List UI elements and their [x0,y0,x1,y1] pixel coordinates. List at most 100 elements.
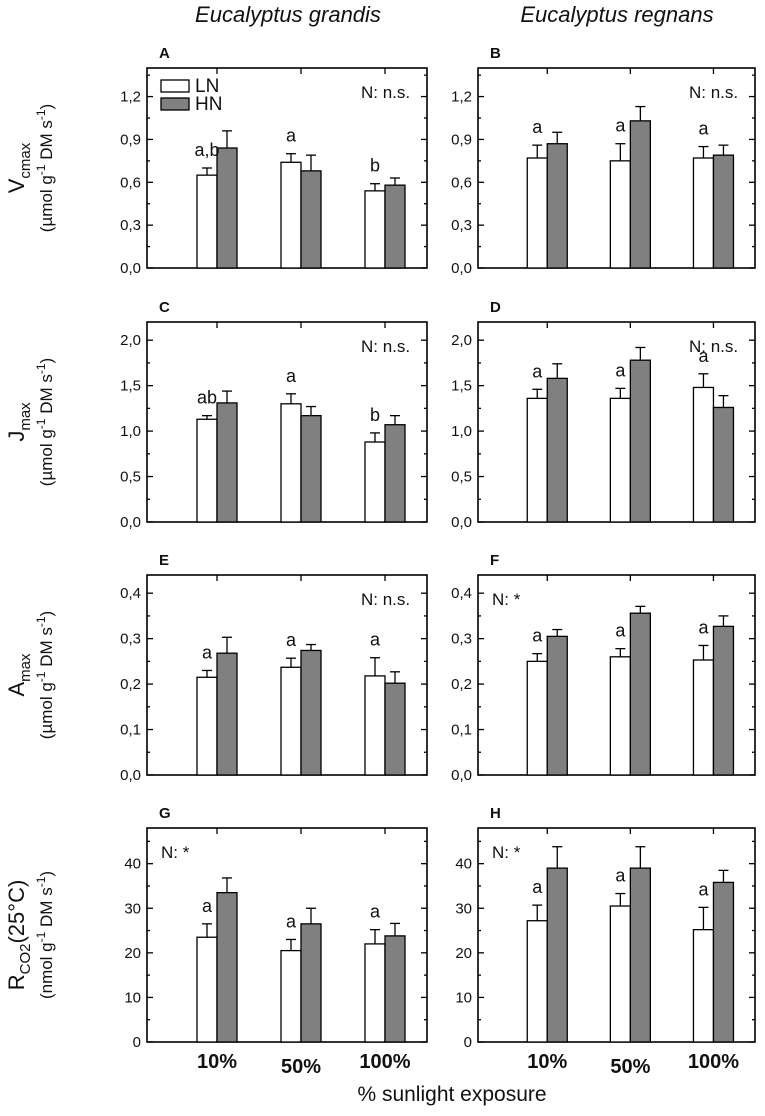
x-category-label: 10% [197,1051,237,1073]
panel-letter: F [490,552,499,569]
significance-letter: a [615,866,626,886]
unit-part: (µmol g [37,429,56,486]
significance-letter: a,b [194,140,219,160]
y-tick-label: 10 [455,989,472,1006]
y-tick-label: 0,6 [120,174,141,191]
y-tick-label: 0,0 [451,260,472,277]
x-category-label: 100% [688,1051,739,1073]
n-effect-annotation: N: n.s. [361,337,410,356]
panel-g: G 0 10 20 30 40 a a a N: * [124,805,428,1051]
bar-hn-10pct [216,652,238,776]
bar-ln-50pct [609,905,631,1043]
y-label-subscript: max [17,402,34,431]
significance-letter: a [532,361,543,381]
bar-hn-10pct [216,891,238,1043]
unit-sup: -1 [34,931,48,942]
n-effect-annotation: N: * [161,843,190,862]
bar-ln-50pct [609,397,631,523]
unit-sup: -1 [34,876,48,887]
x-category-label: 50% [281,1056,321,1078]
bar-ln-50pct [609,656,631,776]
bar-hn-100pct [384,682,406,776]
y-label-symbol: J [4,431,29,442]
legend-label-ln: LN [195,76,219,97]
y-axis-unit: (µmol g-1 DM s-1) [34,358,56,486]
significance-letter: a [698,119,709,139]
unit-part: ) [37,104,56,110]
panel-letter: G [159,805,171,822]
panel-letter: B [490,45,501,62]
y-tick-label: 0,3 [120,217,141,234]
y-tick-label: 0,3 [451,631,472,648]
y-tick-label: 1,5 [120,378,141,395]
y-tick-label: 0,2 [451,676,472,693]
significance-letter: a [286,366,297,386]
y-labels-group: Vcmax(µmol g-1 DM s-1)Jmax(µmol g-1 DM s… [4,104,56,999]
significance-letter: a [532,877,543,897]
significance-letter: a [286,630,297,650]
significance-letter: a [370,630,381,650]
bar-hn-10pct [216,402,238,523]
bar-ln-100pct [364,675,386,776]
significance-letter: a [532,626,543,646]
bar-hn-50pct [629,120,651,269]
bar-hn-10pct [546,143,568,269]
unit-part: DM s [37,120,56,164]
bar-ln-100pct [692,929,715,1043]
bar-ln-10pct [196,174,218,269]
bar-ln-100pct [692,386,715,523]
unit-part: (nmol g [37,942,56,999]
y-tick-label: 0,0 [451,514,472,531]
y-tick-label: 0,9 [451,131,472,148]
significance-letter: ab [197,388,217,408]
y-tick-label: 1,5 [451,378,472,395]
bar-ln-10pct [196,676,218,776]
y-tick-label: 0,4 [120,585,141,602]
significance-letter: b [370,405,380,425]
y-tick-label: 0,5 [451,469,472,486]
bar-ln-10pct [196,418,218,523]
column-title-grandis: Eucalyptus grandis [195,2,381,27]
x-category-label: 50% [610,1056,650,1078]
unit-part: (µmol g [37,175,56,232]
x-categories-group: 10% 50% 100% 10% 50% 100% [197,1051,739,1078]
bar-ln-10pct [526,660,548,776]
panel-h: H 0 10 20 30 40 a a a N: * [455,805,756,1051]
y-axis-unit: (nmol g-1 DM s-1) [34,871,56,999]
significance-letter: a [286,911,297,931]
significance-letter: a [370,902,381,922]
bar-hn-100pct [384,424,406,523]
significance-letter: a [698,346,709,366]
panel-letter: E [159,552,169,569]
bar-hn-100pct [712,154,735,269]
bar-ln-50pct [280,666,302,776]
unit-sup: -1 [34,164,48,175]
y-tick-label: 1,0 [451,423,472,440]
y-axis-label: Amax [4,653,34,697]
y-tick-label: 1,0 [120,423,141,440]
y-tick-label: 0,0 [451,767,472,784]
x-category-label: 10% [527,1051,567,1073]
bar-hn-10pct [546,377,568,523]
y-axis-label: Jmax [4,402,34,442]
bar-ln-100pct [364,441,386,523]
n-effect-annotation: N: * [492,590,521,609]
y-tick-label: 40 [455,856,472,873]
bar-hn-100pct [384,184,406,269]
bar-hn-10pct [546,867,568,1043]
x-category-label: 100% [359,1051,410,1073]
bar-ln-100pct [692,659,715,776]
y-tick-label: 30 [455,900,472,917]
bar-hn-50pct [629,612,651,776]
bar-ln-10pct [526,157,548,269]
bar-ln-10pct [526,397,548,523]
unit-sup: -1 [34,616,48,627]
y-label-subscript: cmax [17,142,34,178]
y-label-symbol: A [4,682,29,697]
y-tick-label: 10 [124,989,141,1006]
unit-part: DM s [37,887,56,931]
y-tick-label: 0,0 [120,767,141,784]
y-tick-label: 20 [455,945,472,962]
